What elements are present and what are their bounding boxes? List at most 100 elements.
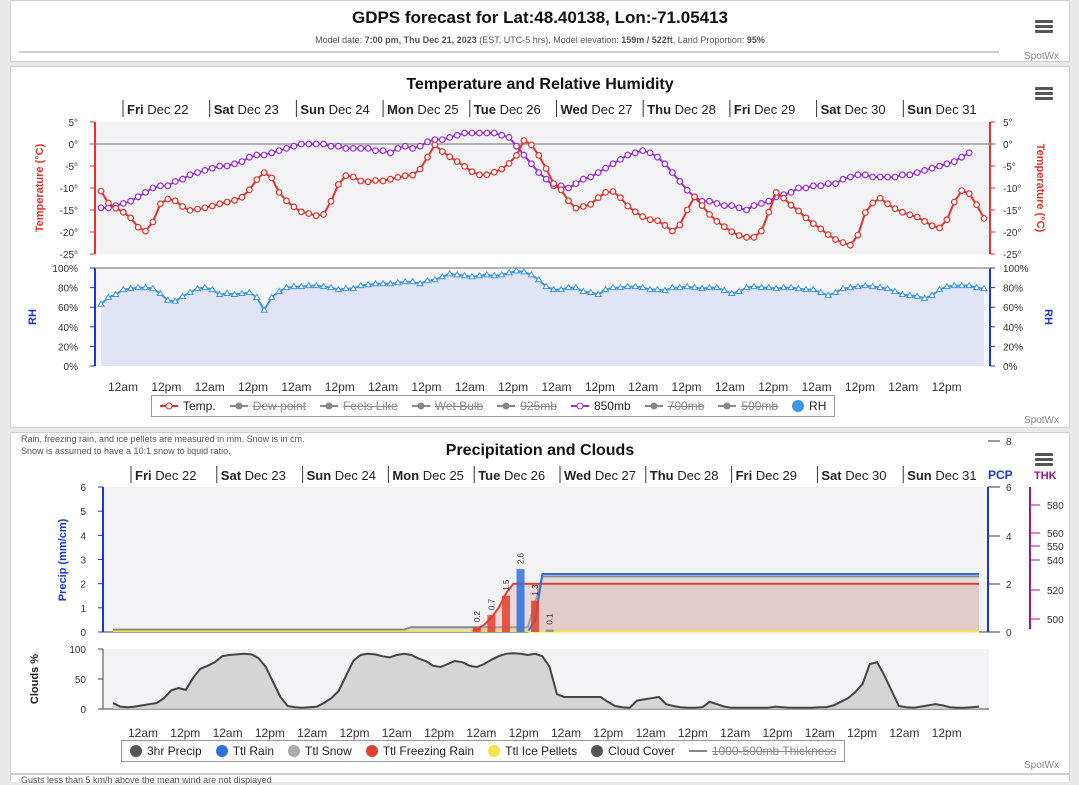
rh-point — [468, 272, 476, 280]
legend-label: Feels Like — [343, 399, 398, 413]
precip-tick: 4 — [80, 531, 86, 542]
time-tick-label: 12pm — [170, 726, 200, 740]
legend-item-700mb[interactable]: 700mb — [644, 399, 704, 413]
850mb-point — [335, 142, 342, 150]
rh-point — [809, 285, 818, 293]
legend-item-1000-500mb-thickness[interactable]: 1000-500mb Thickness — [688, 744, 836, 758]
time-tick-label: 12pm — [509, 726, 539, 740]
850mb-point — [387, 149, 394, 157]
day-label: Sat Dec 23 — [221, 468, 286, 483]
temp-point — [743, 233, 750, 241]
850mb-point — [409, 144, 417, 152]
850mb-point — [327, 142, 335, 150]
day-label: Sat Dec 23 — [214, 102, 279, 117]
rh-point — [290, 282, 298, 290]
legend-item-3hr-precip[interactable]: 3hr Precip — [130, 744, 202, 758]
rh-tick-right: 40% — [1003, 323, 1023, 334]
850mb-point — [186, 171, 194, 179]
legend-item-dew-point[interactable]: Dew point — [229, 399, 306, 413]
thk-tick: 550 — [1047, 542, 1064, 553]
temp-point — [231, 196, 239, 204]
rh-point — [356, 281, 365, 289]
temp-point — [884, 200, 891, 208]
850mb-point — [542, 175, 550, 183]
rh-point — [304, 281, 313, 289]
temp-point — [453, 158, 461, 165]
precip-menu-icon[interactable] — [1035, 451, 1053, 468]
850mb-point — [505, 133, 513, 141]
legend-item-925mb[interactable]: 925mb — [497, 399, 557, 413]
day-label: Tue Dec 26 — [478, 468, 545, 483]
legend-item-500mb[interactable]: 500mb — [718, 399, 778, 413]
legend-item-ttl-snow[interactable]: Ttl Snow — [288, 744, 352, 758]
legend-item-wet-bulb[interactable]: Wet Bulb — [411, 399, 483, 413]
legend-item-cloud-cover[interactable]: Cloud Cover — [591, 744, 675, 758]
legend-item-ttl-rain[interactable]: Ttl Rain — [215, 744, 274, 758]
temp-point — [349, 173, 357, 181]
precip-tick: 0 — [80, 628, 86, 639]
legend-item-temp-[interactable]: Temp. — [160, 399, 216, 413]
day-label: Sun Dec 24 — [307, 468, 376, 483]
pcp-tick: 2 — [1006, 580, 1012, 591]
850mb-point — [483, 129, 491, 137]
850mb-point — [238, 158, 246, 165]
legend-marker-icon — [215, 745, 228, 757]
rh-point — [327, 283, 335, 291]
temp-point — [572, 204, 580, 212]
precip-axis-label: Precip (mm/cm) — [57, 518, 69, 601]
menu-icon[interactable] — [1035, 18, 1053, 35]
temp-point — [973, 201, 980, 209]
precip-bar — [487, 615, 496, 632]
legend-item-feels-like[interactable]: Feels Like — [320, 399, 398, 413]
850mb-point — [179, 175, 187, 183]
time-tick-label: 12am — [213, 726, 243, 740]
precip-tick: 5 — [80, 507, 86, 518]
pcp-tick: 0 — [1006, 628, 1012, 639]
temp-point — [639, 213, 647, 221]
temp-point — [416, 165, 424, 173]
temp-point — [847, 241, 854, 249]
850mb-point — [809, 182, 817, 190]
legend-item-850mb[interactable]: 850mb — [570, 399, 631, 413]
legend-label: Ttl Ice Pellets — [505, 744, 578, 758]
rh-point — [928, 291, 936, 298]
legend-item-rh[interactable]: RH — [792, 399, 826, 413]
temp-tick-right: -20° — [1003, 228, 1021, 239]
temp-point — [320, 210, 328, 218]
temp-tick-left: -15° — [60, 206, 78, 217]
temperature-menu-icon[interactable] — [1035, 85, 1053, 102]
850mb-point — [594, 169, 602, 176]
850mb-point — [416, 142, 424, 150]
temp-point — [698, 202, 706, 210]
rh-point — [720, 286, 729, 293]
850mb-point — [936, 162, 943, 170]
temp-point — [342, 172, 350, 180]
850mb-point — [676, 177, 684, 185]
temp-point — [268, 174, 276, 182]
rh-point — [913, 292, 922, 299]
850mb-point — [535, 169, 543, 176]
day-label: Fri Dec 22 — [127, 102, 188, 117]
850mb-point — [245, 153, 253, 161]
time-tick-label: 12am — [455, 380, 485, 394]
850mb-point — [305, 140, 313, 148]
legend-marker-icon — [718, 402, 737, 410]
time-tick-label: 12pm — [672, 380, 702, 394]
temp-point — [765, 208, 773, 216]
850mb-point — [223, 162, 231, 170]
temp-tick-left: 0° — [68, 140, 78, 151]
day-label: Sun Dec 24 — [300, 102, 369, 117]
temp-point — [535, 151, 543, 159]
rh-point — [163, 296, 172, 303]
legend-item-ttl-freezing-rain[interactable]: Ttl Freezing Rain — [365, 744, 474, 758]
temp-point — [431, 141, 439, 149]
legend-item-ttl-ice-pellets[interactable]: Ttl Ice Pellets — [488, 744, 577, 758]
legend-label: Cloud Cover — [608, 744, 675, 758]
precip-bar — [545, 629, 554, 632]
850mb-point — [958, 153, 966, 161]
temp-point — [654, 217, 661, 225]
rh-point — [445, 269, 454, 277]
legend-marker-icon — [591, 745, 604, 757]
temp-point — [950, 198, 958, 206]
brand-credit-2: SpotWx — [1023, 415, 1059, 426]
